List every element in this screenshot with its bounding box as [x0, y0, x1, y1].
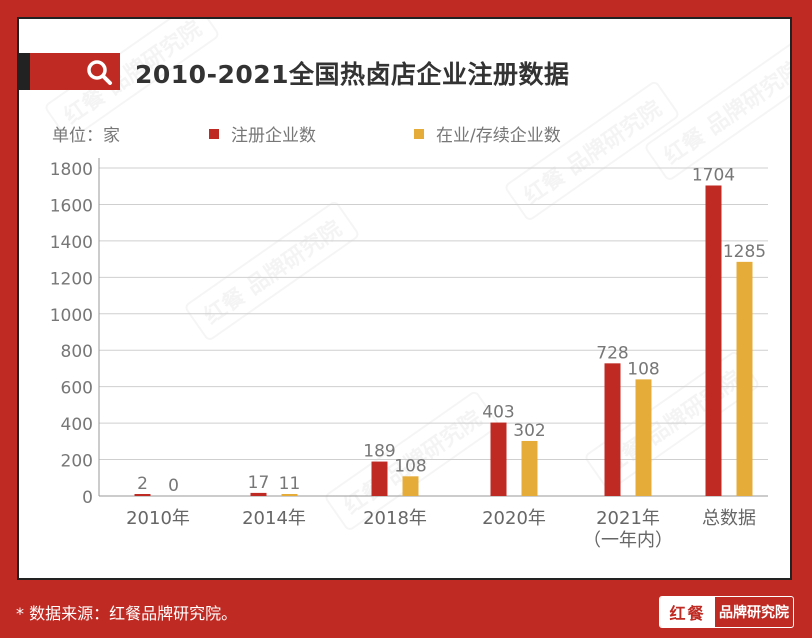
legend-item-active: 在业/存续企业数 [414, 121, 561, 146]
legend-label: 在业/存续企业数 [436, 126, 561, 146]
bar [281, 493, 298, 496]
bar [250, 492, 267, 496]
chart-panel: 红餐 品牌研究院 红餐 品牌研究院 红餐 品牌研究院 红餐 品牌研究院 红餐 品… [17, 17, 792, 580]
logo-right: 品牌研究院 [719, 605, 789, 621]
bar-value-label: 2 [137, 474, 148, 494]
y-tick-label: 1000 [50, 306, 93, 326]
legend-item-registered: 注册企业数 [209, 121, 316, 146]
bar [371, 461, 388, 496]
bar-value-label: 108 [627, 359, 659, 379]
bar [134, 494, 151, 496]
y-tick-label: 400 [61, 415, 93, 435]
bar-value-label: 1285 [723, 242, 766, 262]
bar-value-label: 17 [248, 473, 270, 493]
bar [705, 185, 722, 496]
x-tick-label: 2021年 [596, 508, 660, 529]
bar [736, 261, 753, 496]
bar-value-label: 728 [596, 343, 628, 363]
bar-value-label: 108 [394, 456, 426, 476]
y-tick-label: 1800 [50, 160, 93, 180]
legend-swatch-yellow [414, 128, 424, 139]
title-tab [30, 53, 120, 90]
y-tick-label: 0 [82, 488, 93, 508]
x-tick-label: 2020年 [482, 508, 546, 529]
y-tick-label: 600 [61, 379, 93, 399]
bar-value-label: 11 [279, 474, 301, 494]
bar-value-label: 0 [168, 476, 179, 496]
bar-value-label: 403 [482, 403, 514, 423]
data-source-note: * 数据来源：红餐品牌研究院。 [16, 604, 238, 623]
bar-value-label: 189 [363, 442, 395, 462]
logo-left: 红餐 [660, 597, 715, 627]
brand-logo: 红餐 品牌研究院 [659, 596, 794, 628]
bar [521, 440, 538, 496]
x-tick-label: 2014年 [242, 508, 306, 529]
search-icon [87, 60, 112, 85]
x-tick-label: （一年内） [583, 530, 673, 551]
legend-swatch-red [209, 128, 219, 139]
y-tick-label: 800 [61, 342, 93, 362]
bar [604, 363, 621, 496]
chart-title: 2010-2021全国热卤店企业注册数据 [135, 60, 570, 89]
bar-value-label: 1704 [692, 165, 735, 185]
x-tick-label: 总数据 [702, 508, 756, 529]
y-tick-label: 200 [61, 452, 93, 472]
y-tick-label: 1200 [50, 269, 93, 289]
bar [635, 379, 652, 496]
y-tick-label: 1600 [50, 196, 93, 216]
legend-label: 注册企业数 [231, 126, 316, 146]
title-tab-accent [19, 53, 30, 90]
x-tick-label: 2018年 [363, 508, 427, 529]
bar [402, 476, 419, 496]
x-tick-label: 2010年 [126, 508, 190, 529]
y-tick-label: 1400 [50, 233, 93, 253]
unit-label: 单位：家 [52, 126, 120, 146]
bar [490, 422, 507, 496]
bar-value-label: 302 [513, 421, 545, 441]
